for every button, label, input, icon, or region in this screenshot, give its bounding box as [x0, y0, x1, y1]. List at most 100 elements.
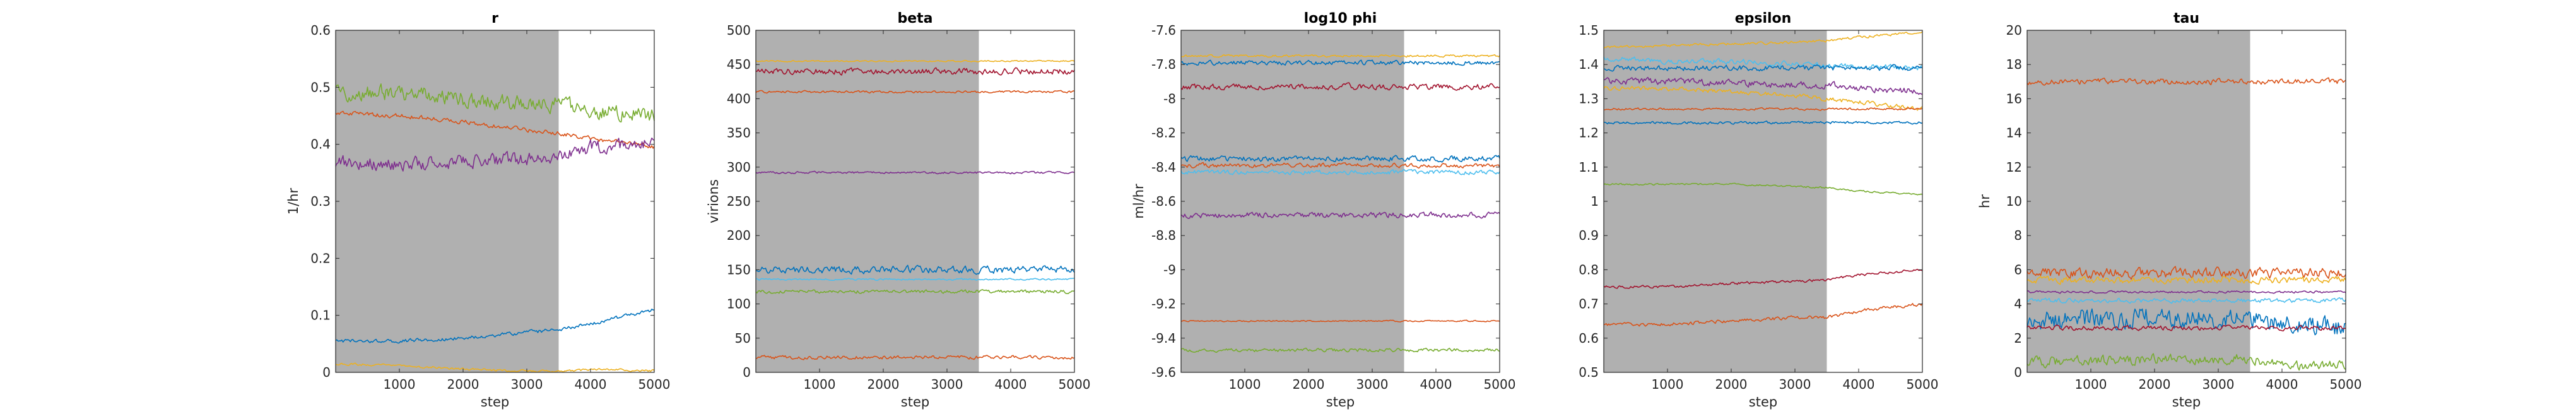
series-line-6 — [2026, 308, 2346, 336]
burnin-shaded-region — [1604, 30, 1827, 372]
y-tick-label: 150 — [727, 262, 751, 277]
x-tick-label: 4000 — [995, 377, 1027, 392]
series-line-3 — [1603, 64, 1923, 72]
y-tick-label: 0.3 — [310, 194, 331, 209]
chart-title: r — [491, 11, 498, 27]
series-line-4 — [335, 308, 655, 344]
y-tick-label: 500 — [727, 23, 751, 38]
series-line-4 — [1603, 76, 1923, 95]
series-line-2 — [1180, 59, 1500, 66]
x-tick-label: 5000 — [638, 377, 671, 392]
y-tick-label: 0.6 — [310, 23, 331, 38]
panel-4: 0.5 0.6 0.7 0.8 0.9 1 1.1 1.2 1.3 1.4 1.5 1000 2000 3… — [1579, 11, 1938, 410]
y-tick-label: -8.4 — [1151, 160, 1176, 175]
y-tick-label: -9 — [1163, 262, 1176, 277]
y-tick-label: 300 — [727, 160, 751, 175]
y-tick-label: 20 — [2006, 23, 2022, 38]
x-axis-label: step — [1326, 394, 1355, 410]
x-tick-label: 1000 — [2075, 377, 2107, 392]
series-line-8 — [2026, 353, 2346, 371]
y-tick-label: 0.1 — [310, 308, 331, 323]
y-tick-label: -7.6 — [1151, 23, 1176, 38]
series-line-1 — [755, 59, 1075, 62]
panel-3: -9.6 -9.4 -9.2 -9 -8.8 -8.6 -8.4 -8.2 -8 -7.8 -7.6… — [1131, 11, 1515, 410]
y-tick-label: 1 — [1591, 194, 1599, 209]
series-line-2 — [1603, 56, 1923, 71]
series-line-3 — [755, 90, 1075, 94]
x-tick-label: 3000 — [931, 377, 963, 392]
y-tick-label: 0.2 — [310, 251, 331, 266]
series-line-7 — [755, 289, 1075, 295]
x-tick-label: 2000 — [2139, 377, 2171, 392]
x-axis-label: step — [2172, 394, 2201, 410]
y-tick-label: 12 — [2006, 160, 2022, 175]
y-tick-label: -8 — [1163, 91, 1176, 106]
y-tick-label: 1.2 — [1579, 126, 1599, 141]
burnin-shaded-region — [336, 30, 559, 372]
y-tick-label: -9.4 — [1151, 331, 1176, 346]
burnin-shaded-region — [756, 30, 979, 372]
x-tick-label: 1000 — [804, 377, 836, 392]
y-axis-label: ml/hr — [1131, 184, 1146, 219]
y-axis-label: 1/hr — [286, 187, 301, 215]
y-tick-label: 0 — [743, 365, 751, 380]
x-tick-label: 1000 — [1229, 377, 1261, 392]
y-tick-label: 400 — [727, 91, 751, 106]
chart-title: tau — [2173, 11, 2199, 27]
burnin-shaded-region — [2027, 30, 2250, 372]
x-tick-label: 3000 — [2203, 377, 2235, 392]
y-tick-label: 1.3 — [1579, 91, 1599, 106]
y-axis-label: hr — [1977, 194, 1992, 208]
series-line-5 — [1603, 85, 1923, 111]
series-line-4 — [2026, 290, 2346, 294]
series-line-4 — [1180, 155, 1500, 163]
y-tick-label: 4 — [2014, 297, 2022, 312]
y-tick-label: 200 — [727, 228, 751, 243]
y-tick-label: 0.9 — [1579, 228, 1599, 243]
series-line-5 — [335, 362, 655, 373]
x-tick-label: 2000 — [867, 377, 900, 392]
chart-title: epsilon — [1735, 11, 1792, 27]
x-tick-label: 4000 — [1843, 377, 1875, 392]
series-line-5 — [755, 264, 1075, 275]
x-tick-label: 3000 — [511, 377, 543, 392]
series-line-7 — [1603, 121, 1923, 125]
y-tick-label: 50 — [735, 331, 751, 346]
y-tick-label: -8.8 — [1151, 228, 1176, 243]
series-line-8 — [755, 355, 1075, 360]
y-tick-label: 0 — [322, 365, 331, 380]
y-tick-label: -9.2 — [1151, 297, 1176, 312]
x-tick-label: 2000 — [1715, 377, 1748, 392]
series-line-6 — [1180, 169, 1500, 175]
series-line-1 — [1180, 54, 1500, 58]
series-line-9 — [1180, 347, 1500, 353]
series-line-2 — [2026, 266, 2346, 280]
series-line-6 — [756, 278, 1075, 281]
y-tick-label: 10 — [2006, 194, 2022, 209]
series-line-2 — [755, 67, 1075, 76]
series-line-2 — [335, 110, 655, 149]
x-tick-label: 5000 — [1484, 377, 1516, 392]
y-tick-label: 450 — [727, 57, 751, 72]
y-tick-label: 350 — [727, 126, 751, 141]
y-tick-label: 0.6 — [1579, 331, 1599, 346]
y-tick-label: 1.4 — [1579, 57, 1599, 72]
series-line-4 — [755, 170, 1075, 175]
x-tick-label: 3000 — [1779, 377, 1811, 392]
series-line-9 — [1603, 268, 1923, 289]
panel-5: 0 2 4 6 8 10 12 14 16 18 20 1000 2000 3000 4000 5000 tau… — [1977, 11, 2361, 410]
chart-title: beta — [897, 11, 932, 27]
y-tick-label: 0.7 — [1579, 297, 1599, 312]
panel-1: 0 0.1 0.2 0.3 0.4 0.5 0.6 1000 2000 3000 4000 5000 r… — [286, 11, 670, 410]
series-line-1 — [2026, 77, 2346, 86]
x-tick-label: 1000 — [384, 377, 416, 392]
y-tick-label: -7.8 — [1151, 57, 1176, 72]
x-tick-label: 2000 — [447, 377, 479, 392]
x-tick-label: 4000 — [2266, 377, 2298, 392]
x-tick-label: 1000 — [1652, 377, 1684, 392]
series-line-6 — [1603, 107, 1923, 111]
y-tick-label: 0.4 — [310, 137, 331, 152]
y-tick-label: -8.6 — [1151, 194, 1176, 209]
series-line-5 — [2026, 297, 2346, 304]
x-axis-label: step — [481, 394, 509, 410]
